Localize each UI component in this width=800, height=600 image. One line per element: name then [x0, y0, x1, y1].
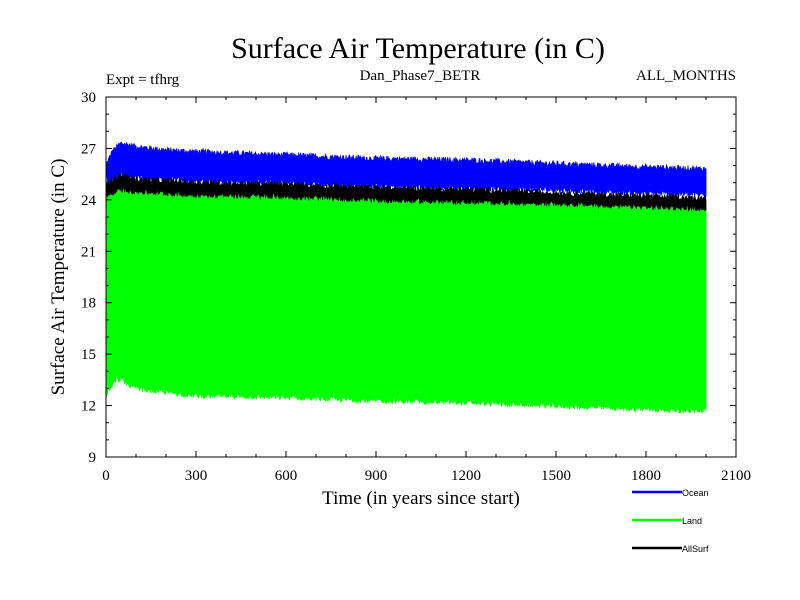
x-tick-label: 0	[102, 468, 110, 484]
series-allsurf	[105, 172, 707, 213]
legend-item-land: Land	[632, 516, 702, 526]
y-axis-ticks: 9 12 15 18 21 24 27 30	[81, 90, 736, 466]
x-tick-label: 2100	[721, 468, 751, 484]
band-allsurf	[105, 172, 707, 213]
y-tick-label: 9	[89, 450, 97, 466]
legend-label: Land	[682, 516, 702, 526]
x-axis-ticks: 0 300 600 900 1200 1500 1800 2100	[102, 97, 751, 484]
band-land	[105, 172, 707, 415]
y-tick-label: 30	[81, 90, 96, 106]
legend-label: AllSurf	[682, 544, 709, 554]
plot-frame	[105, 96, 737, 458]
legend-item-allsurf: AllSurf	[632, 544, 709, 554]
x-tick-label: 1800	[631, 468, 661, 484]
run-name-label: Dan_Phase7_BETR	[360, 68, 481, 84]
series-land	[105, 172, 707, 415]
x-axis-label: Time (in years since start)	[322, 488, 520, 509]
y-tick-label: 21	[81, 244, 96, 260]
legend-label: Ocean	[682, 488, 709, 498]
x-tick-label: 300	[185, 468, 208, 484]
legend-item-ocean: Ocean	[632, 488, 709, 498]
chart-title: Surface Air Temperature (in C)	[231, 32, 605, 65]
legend: Ocean Land AllSurf	[632, 488, 709, 554]
y-tick-label: 27	[81, 141, 97, 157]
series-bands	[105, 141, 707, 415]
x-tick-label: 900	[365, 468, 388, 484]
experiment-label: Expt = tfhrg	[106, 72, 180, 88]
y-tick-label: 24	[81, 193, 97, 209]
y-tick-label: 12	[81, 399, 96, 415]
x-tick-label: 1500	[541, 468, 571, 484]
y-tick-label: 18	[81, 296, 96, 312]
x-tick-label: 600	[275, 468, 298, 484]
months-label: ALL_MONTHS	[636, 68, 736, 84]
x-tick-label: 1200	[451, 468, 481, 484]
y-tick-label: 15	[81, 347, 96, 363]
y-axis-label: Surface Air Temperature (in C)	[48, 159, 69, 396]
